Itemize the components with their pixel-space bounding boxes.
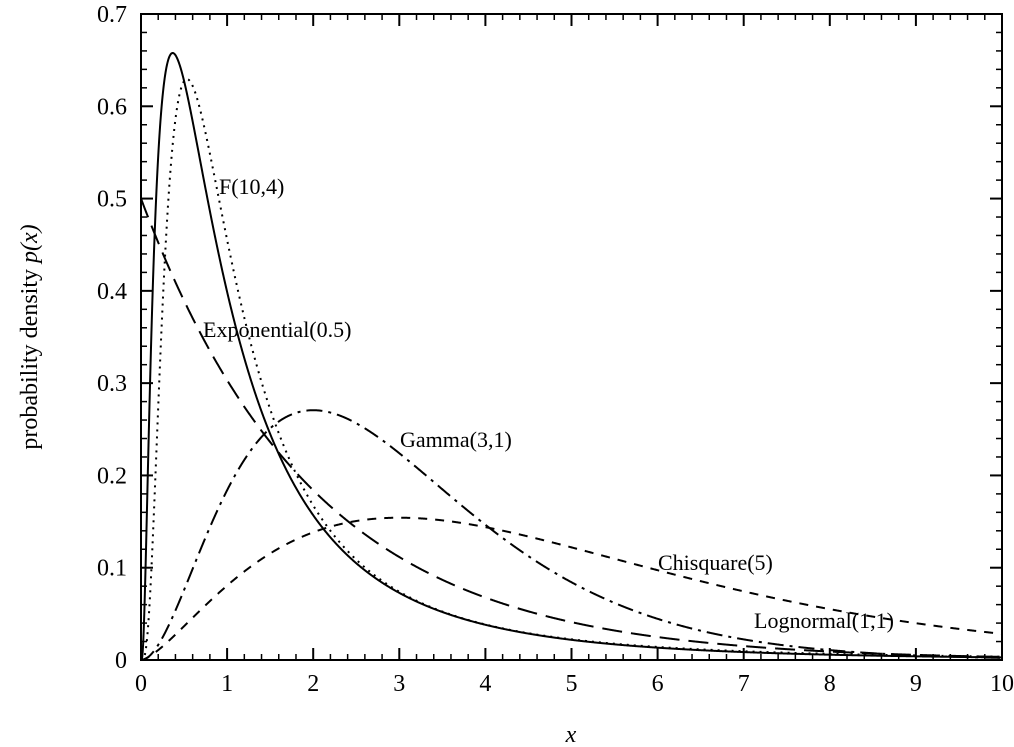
y-tick-label: 0.7 (97, 2, 127, 28)
axis-ticks: 0 1 2 3 4 5 6 7 8 9 10 0 0.1 0.2 0.3 0.4 0.5 0.6 0.7 (97, 2, 1014, 697)
y-tick-label: 0.6 (97, 94, 127, 120)
x-tick-label: 7 (738, 671, 750, 697)
x-tick-label: 3 (393, 671, 405, 697)
series-line-chisquare (140, 516, 1003, 661)
y-tick-label: 0 (115, 648, 127, 674)
y-tick-label: 0.5 (97, 187, 127, 213)
x-tick-label: 5 (566, 671, 578, 697)
series-line-lognormal (140, 52, 1002, 661)
y-tick-label: 0.4 (97, 279, 127, 305)
curves (140, 52, 1003, 661)
series-label-F: F(10,4) (219, 174, 284, 199)
y-axis-label: probability density p(x) (17, 224, 43, 449)
series-label-gamma: Gamma(3,1) (400, 427, 512, 452)
series-labels: F(10,4) Exponential(0.5) Gamma(3,1) Chisqua… (203, 174, 894, 633)
x-tick-label: 1 (221, 671, 233, 697)
plot-frame (140, 13, 1003, 661)
y-tick-label: 0.1 (97, 556, 127, 582)
series-line-gamma (140, 409, 1003, 661)
x-tick-label: 4 (479, 671, 491, 697)
x-tick-label: 0 (135, 671, 147, 697)
x-axis-label: x (565, 722, 577, 747)
y-tick-label: 0.2 (97, 463, 127, 489)
series-label-exponential: Exponential(0.5) (203, 317, 351, 342)
series-line-F (141, 78, 1002, 661)
y-tick-label: 0.3 (97, 371, 127, 397)
x-tick-label: 2 (307, 671, 319, 697)
x-tick-label: 9 (910, 671, 922, 697)
x-tick-label: 10 (990, 671, 1014, 697)
series-line-exponential (140, 198, 1003, 658)
series-label-lognormal: Lognormal(1,1) (754, 608, 894, 633)
x-tick-label: 8 (824, 671, 836, 697)
series-label-chisquare: Chisquare(5) (658, 550, 773, 575)
x-tick-label: 6 (652, 671, 664, 697)
